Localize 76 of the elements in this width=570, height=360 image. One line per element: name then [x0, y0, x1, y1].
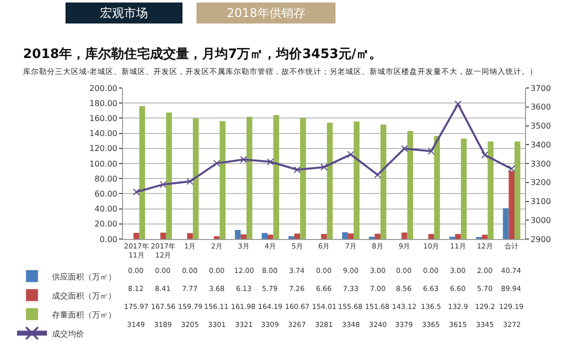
y-tick-label: 80.00	[94, 174, 118, 184]
legend-label: 成交面积（万㎡）	[52, 291, 116, 300]
bar	[134, 232, 140, 239]
y2-tick-label: 3100	[530, 197, 551, 206]
bar	[326, 122, 333, 239]
point	[266, 158, 274, 166]
bar	[508, 171, 514, 239]
y-tick-label: 0.00	[100, 234, 118, 244]
bar	[220, 121, 226, 239]
bar	[166, 112, 172, 239]
y2-tick-label: 3200	[530, 178, 551, 188]
point	[320, 164, 328, 171]
legend-label: 存量面积（万㎡）	[52, 310, 116, 320]
bar	[348, 233, 354, 239]
bar	[502, 208, 509, 239]
bar	[262, 232, 268, 239]
y2-tick-label: 3500	[530, 122, 551, 131]
bar	[234, 230, 241, 239]
legend-label: 供应面积（万㎡）	[52, 272, 116, 282]
bar	[342, 232, 348, 239]
bar	[139, 106, 146, 239]
y2-tick-label: 3400	[530, 140, 551, 150]
bar	[514, 141, 520, 239]
point	[186, 178, 194, 185]
y-tick-label: 180.00	[89, 98, 118, 108]
point	[213, 160, 220, 167]
y-tick-label: 20.00	[94, 220, 118, 229]
bar	[288, 236, 294, 239]
y2-tick-label: 3000	[530, 216, 551, 225]
point	[481, 152, 488, 159]
bar	[488, 141, 494, 239]
legend-label: 成交均价	[52, 329, 84, 338]
bar	[321, 234, 327, 239]
point	[428, 148, 435, 155]
bar	[268, 234, 274, 239]
bar	[300, 118, 306, 239]
y2-tick-label: 2900	[530, 234, 551, 244]
bar	[428, 234, 434, 239]
point	[347, 150, 354, 158]
point	[454, 100, 462, 108]
bar	[160, 232, 166, 239]
y-tick-label: 160.00	[89, 114, 118, 123]
bar	[482, 234, 488, 239]
bar	[214, 236, 220, 239]
bar	[187, 233, 193, 239]
bar	[455, 234, 461, 239]
point	[160, 180, 167, 188]
point	[294, 166, 301, 174]
bar	[192, 118, 199, 239]
y-tick-label: 60.00	[94, 190, 118, 198]
bar	[374, 234, 380, 239]
chart-title: 2018年，库尔勒住宅成交量，月均7万㎡，均价3453元/㎡。	[23, 46, 382, 62]
bar	[402, 232, 408, 239]
point	[240, 156, 248, 164]
bar	[380, 124, 386, 239]
y-tick-label: 100.00	[89, 159, 118, 168]
y-tick-label: 140.00	[89, 129, 118, 138]
y2-tick-label: 3700	[530, 84, 551, 93]
point	[508, 165, 516, 172]
point	[132, 188, 140, 196]
bar	[246, 116, 252, 239]
y-tick-label: 200.00	[89, 84, 118, 93]
y2-tick-label: 3300	[530, 159, 551, 168]
y-tick-label: 120.00	[89, 144, 118, 154]
text: 宏观市场	[100, 6, 148, 20]
bar	[273, 115, 280, 239]
y2-tick-label: 3600	[530, 102, 551, 112]
y-tick-label: 40.00	[94, 204, 118, 214]
bar	[240, 234, 246, 239]
bar	[354, 121, 360, 239]
point	[400, 145, 408, 152]
bar	[294, 234, 300, 239]
text: 2018年供销存	[226, 6, 306, 20]
bar	[407, 130, 414, 239]
bar	[434, 136, 440, 239]
bar	[460, 138, 467, 239]
